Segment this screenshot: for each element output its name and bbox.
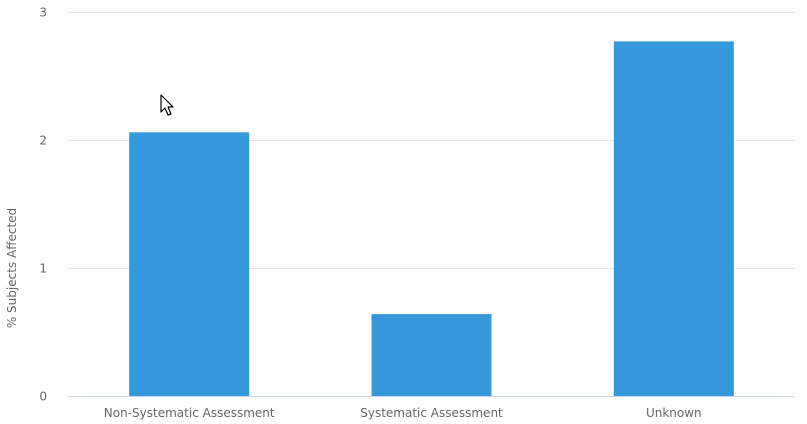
- y-tick-label: 2: [39, 134, 47, 148]
- bar-unknown[interactable]: [613, 41, 734, 397]
- y-axis-ticks: 0 1 2 3: [39, 6, 47, 404]
- x-tick-label: Systematic Assessment: [360, 406, 503, 420]
- y-axis-title: % Subjects Affected: [5, 208, 19, 328]
- mouse-pointer-icon: [160, 94, 174, 116]
- y-tick-label: 1: [39, 262, 47, 276]
- y-tick-label: 0: [39, 390, 47, 404]
- x-tick-label: Non-Systematic Assessment: [104, 406, 275, 420]
- y-tick-label: 3: [39, 6, 47, 20]
- bar-systematic-assessment[interactable]: [371, 314, 492, 396]
- x-axis-ticks: Non-Systematic Assessment Systematic Asse…: [104, 406, 702, 420]
- x-tick-label: Unknown: [646, 406, 702, 420]
- bar-non-systematic-assessment[interactable]: [129, 132, 250, 397]
- bars: [129, 41, 734, 397]
